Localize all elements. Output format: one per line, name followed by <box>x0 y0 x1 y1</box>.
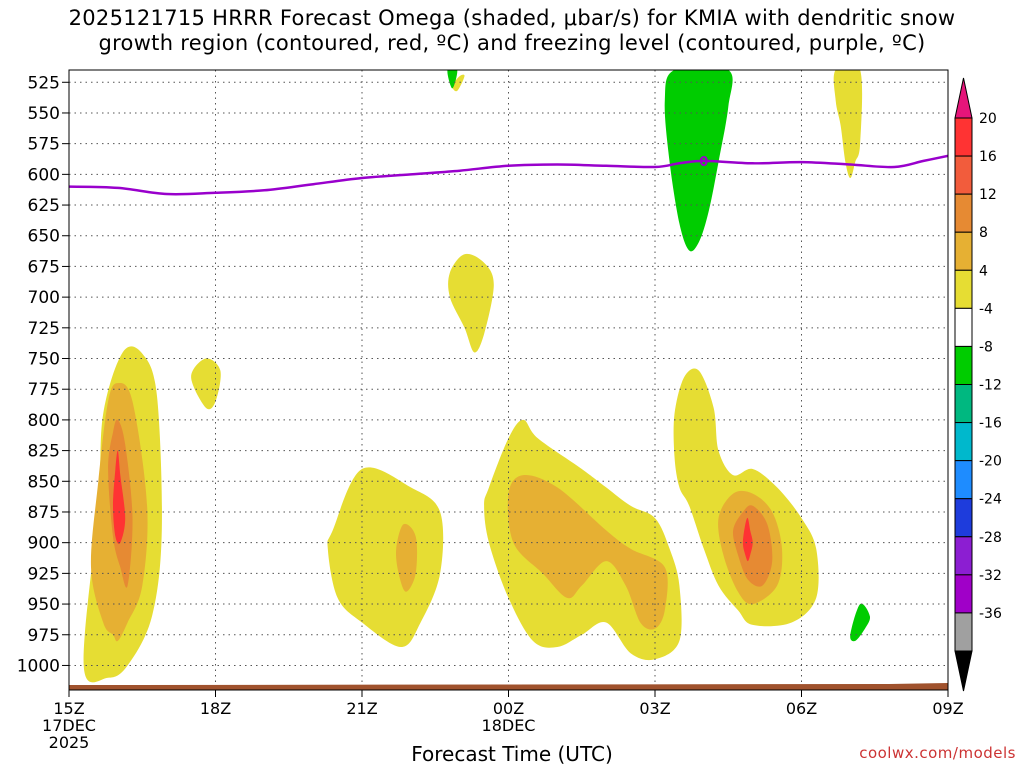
x-tick-label: 00Z <box>493 699 524 718</box>
x-tick-label: 17DEC <box>42 716 96 735</box>
colorbar-segment-13 <box>954 612 973 652</box>
colorbar-label: -32 <box>979 568 1002 584</box>
colorbar-segment-4 <box>954 269 973 309</box>
freezing-level-line <box>69 154 948 196</box>
colorbar-label: -36 <box>979 606 1002 622</box>
colorbar: 20 16 12 8 4 -4 -8 -12 -16 -20 -24 -28 -32 -36 <box>954 77 1002 692</box>
ground-strip <box>69 683 948 690</box>
colorbar-label: -24 <box>979 492 1002 508</box>
y-tick-label: 825 <box>28 442 60 462</box>
colorbar-label: -16 <box>979 416 1002 432</box>
y-tick-label: 775 <box>28 380 60 400</box>
y-tick-label: 550 <box>28 104 60 124</box>
x-tick-label: 21Z <box>346 699 377 718</box>
omega-region-13 <box>732 505 773 587</box>
x-tick-label: 2025 <box>49 733 90 752</box>
colorbar-segment-11 <box>954 536 973 576</box>
colorbar-bottom-arrow <box>954 650 973 692</box>
y-tick-label: 525 <box>28 73 60 93</box>
x-tick-label: 15Z <box>53 699 84 718</box>
colorbar-label: -20 <box>979 454 1002 470</box>
y-tick-label: 800 <box>28 411 60 431</box>
colorbar-segment-10 <box>954 498 973 538</box>
y-axis: 525 550 575 600 625 650 675 700 725 750 775 800 825 8… <box>17 73 69 676</box>
colorbar-segment-2 <box>954 193 973 233</box>
y-tick-label: 975 <box>28 626 60 646</box>
y-tick-label: 850 <box>28 472 60 492</box>
x-tick-label: 03Z <box>639 699 670 718</box>
colorbar-segment-3 <box>954 231 973 271</box>
omega-region-10 <box>507 474 668 630</box>
colorbar-segment-0 <box>954 117 973 157</box>
y-tick-label: 725 <box>28 319 60 339</box>
omega-region-3 <box>113 450 126 544</box>
omega-regions <box>83 70 871 683</box>
omega-region-18 <box>850 603 871 642</box>
omega-region-17 <box>447 70 458 89</box>
x-tick-label: 18DEC <box>482 716 536 735</box>
x-tick-label: 06Z <box>786 699 817 718</box>
colorbar-segment-1 <box>954 155 973 195</box>
x-axis-label: Forecast Time (UTC) <box>411 742 613 766</box>
y-tick-label: 925 <box>28 564 60 584</box>
omega-region-8 <box>395 523 418 592</box>
freezing-level-label: 0 <box>699 155 708 170</box>
y-tick-label: 600 <box>28 165 60 185</box>
credit-link[interactable]: coolwx.com/models <box>859 744 1016 762</box>
colorbar-label: 8 <box>979 225 988 241</box>
y-tick-label: 1000 <box>17 656 60 676</box>
colorbar-segment-7 <box>954 384 973 424</box>
title-line-2: growth region (contoured, red, ºC) and f… <box>98 31 926 55</box>
colorbar-label: -28 <box>979 530 1002 546</box>
omega-region-6 <box>452 74 465 92</box>
y-tick-label: 650 <box>28 227 60 247</box>
colorbar-label: 4 <box>979 263 988 279</box>
freezing-level: 0 <box>69 154 948 196</box>
title-line-1: 2025121715 HRRR Forecast Omega (shaded, … <box>68 6 956 30</box>
x-tick-label: 09Z <box>932 699 963 718</box>
omega-region-4 <box>191 358 221 410</box>
gridlines <box>69 70 948 690</box>
ground <box>69 683 948 690</box>
y-tick-label: 575 <box>28 135 60 155</box>
y-tick-label: 675 <box>28 257 60 277</box>
colorbar-segment-9 <box>954 460 973 500</box>
colorbar-label: 20 <box>979 111 997 127</box>
omega-region-14 <box>742 517 753 562</box>
omega-region-7 <box>327 467 444 647</box>
colorbar-label: -4 <box>979 301 993 317</box>
omega-region-5 <box>448 253 494 353</box>
colorbar-segment-5 <box>954 307 973 347</box>
x-tick-label: 18Z <box>200 699 231 718</box>
colorbar-label: -12 <box>979 378 1002 394</box>
y-tick-label: 900 <box>28 534 60 554</box>
y-tick-label: 950 <box>28 595 60 615</box>
colorbar-label: 16 <box>979 149 997 165</box>
colorbar-segment-6 <box>954 345 973 385</box>
colorbar-top-arrow <box>954 77 973 119</box>
colorbar-label: -8 <box>979 339 993 355</box>
colorbar-segment-8 <box>954 422 973 462</box>
y-tick-label: 875 <box>28 503 60 523</box>
y-tick-label: 700 <box>28 288 60 308</box>
y-tick-label: 625 <box>28 196 60 216</box>
colorbar-label: 12 <box>979 187 997 203</box>
chart-title: 2025121715 HRRR Forecast Omega (shaded, … <box>0 6 1024 56</box>
y-tick-label: 750 <box>28 350 60 370</box>
colorbar-segment-12 <box>954 574 973 614</box>
omega-region-15 <box>833 70 863 178</box>
